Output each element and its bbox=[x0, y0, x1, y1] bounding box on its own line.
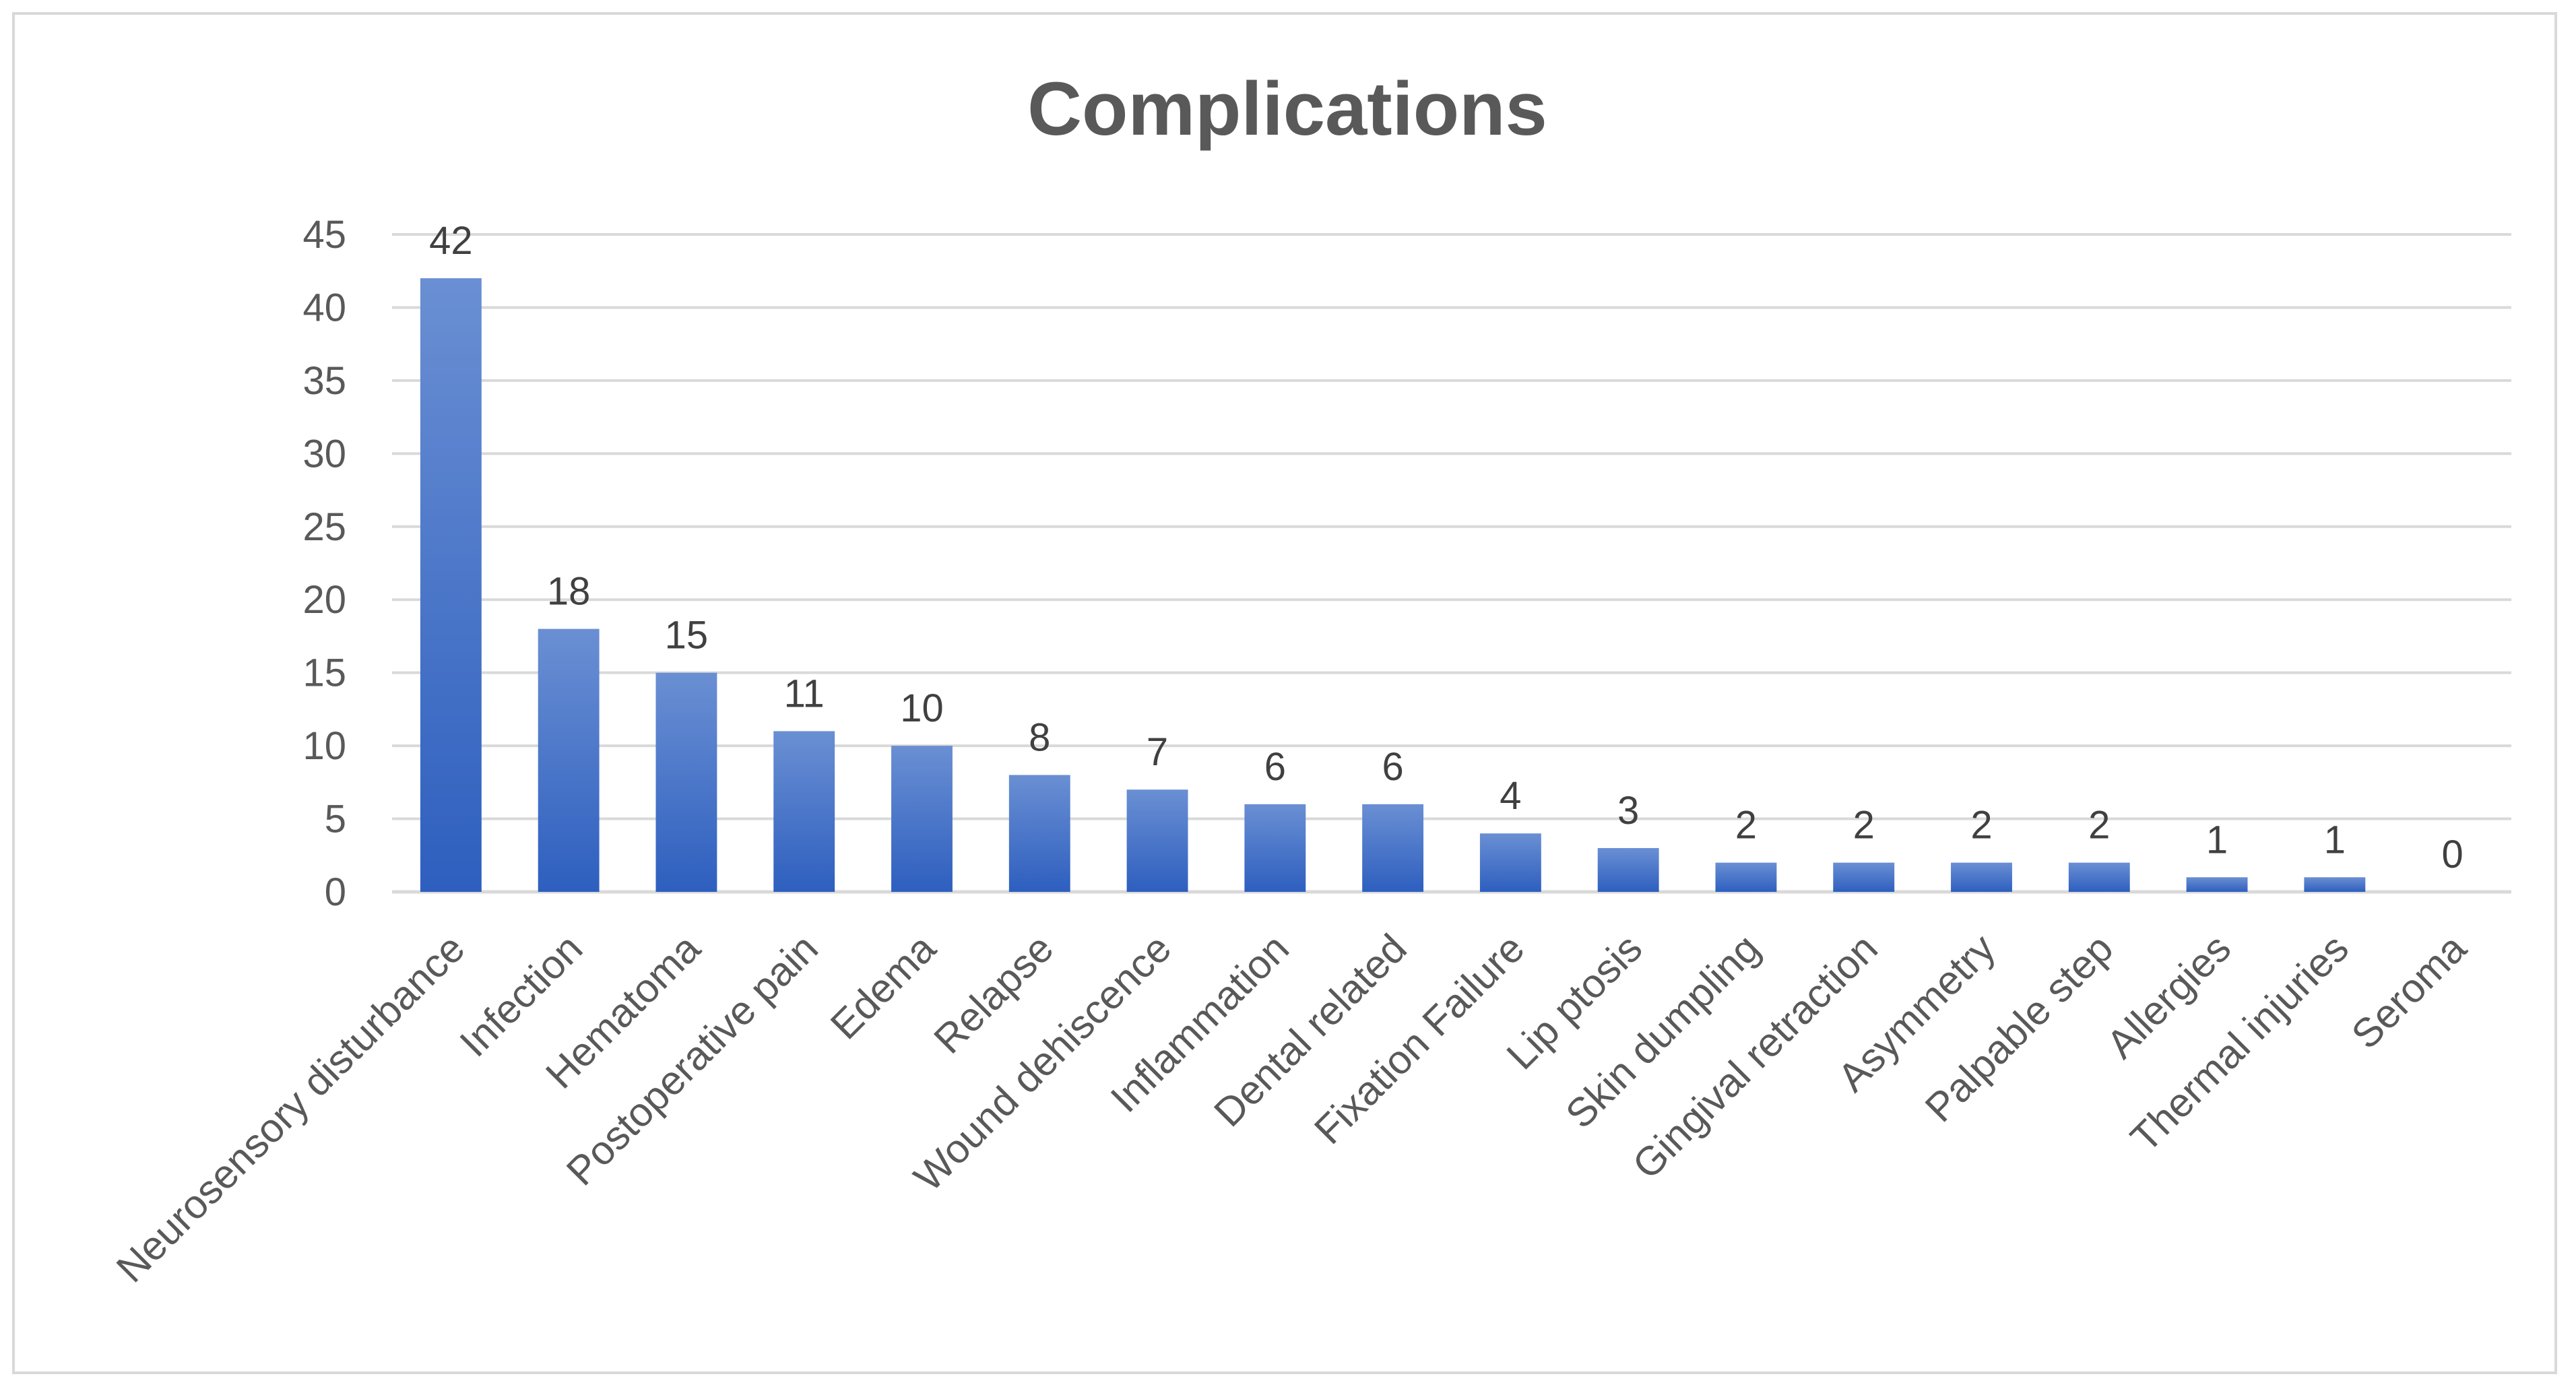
y-tick-label: 0 bbox=[325, 870, 346, 914]
bar bbox=[891, 746, 953, 892]
data-label: 18 bbox=[547, 570, 591, 614]
category-label: Neurosensory disturbance bbox=[108, 926, 474, 1291]
data-label: 6 bbox=[1382, 745, 1403, 789]
bar bbox=[1244, 804, 1306, 892]
bar bbox=[420, 278, 482, 893]
y-tick-label: 20 bbox=[302, 578, 346, 622]
gridlines bbox=[392, 233, 2511, 894]
data-label: 10 bbox=[900, 686, 944, 730]
data-label: 2 bbox=[1970, 804, 1992, 847]
chart-frame: Complications 0 5 10 15 20 25 30 35 40 45 42 18 15 1… bbox=[12, 12, 2557, 1374]
category-labels: Neurosensory disturbanceInfectionHematom… bbox=[108, 925, 2475, 1291]
y-tick-label: 10 bbox=[302, 724, 346, 768]
y-axis-tick-labels: 0 5 10 15 20 25 30 35 40 45 bbox=[302, 213, 346, 914]
category-label: Fixation Failure bbox=[1306, 926, 1533, 1153]
bar bbox=[1951, 862, 2012, 892]
data-label: 2 bbox=[1853, 804, 1875, 847]
data-label: 15 bbox=[665, 614, 709, 657]
data-label: 7 bbox=[1147, 730, 1168, 774]
bar bbox=[1362, 804, 1424, 892]
data-label: 2 bbox=[2088, 804, 2110, 847]
bar bbox=[538, 628, 600, 892]
y-tick-label: 40 bbox=[302, 286, 346, 329]
category-label: Thermal injuries bbox=[2122, 926, 2357, 1161]
data-label: 6 bbox=[1264, 745, 1286, 789]
bar bbox=[1833, 862, 1895, 892]
bar bbox=[1597, 847, 1659, 892]
data-label: 1 bbox=[2206, 818, 2228, 862]
y-tick-label: 45 bbox=[302, 213, 346, 257]
bar bbox=[655, 672, 717, 892]
bar bbox=[2068, 862, 2130, 892]
bars bbox=[420, 278, 2366, 893]
chart-title: Complications bbox=[1027, 67, 1547, 151]
y-tick-label: 5 bbox=[325, 798, 346, 841]
bar bbox=[1715, 862, 1777, 892]
bar bbox=[2304, 877, 2366, 892]
data-label: 0 bbox=[2441, 833, 2463, 876]
data-label: 3 bbox=[1617, 789, 1639, 833]
y-tick-label: 25 bbox=[302, 505, 346, 549]
data-label: 42 bbox=[429, 219, 473, 263]
bar bbox=[2186, 877, 2248, 892]
bar bbox=[773, 731, 835, 892]
bar bbox=[1008, 775, 1070, 892]
data-label: 1 bbox=[2324, 818, 2346, 862]
data-label: 4 bbox=[1500, 774, 1521, 818]
bar bbox=[1479, 833, 1541, 892]
y-tick-label: 15 bbox=[302, 651, 346, 695]
data-label: 8 bbox=[1029, 715, 1050, 759]
category-label: Seroma bbox=[2343, 925, 2475, 1057]
y-tick-label: 35 bbox=[302, 359, 346, 403]
data-label: 11 bbox=[784, 672, 825, 715]
data-label: 2 bbox=[1735, 804, 1757, 847]
y-tick-label: 30 bbox=[302, 432, 346, 476]
bar bbox=[1126, 789, 1188, 892]
